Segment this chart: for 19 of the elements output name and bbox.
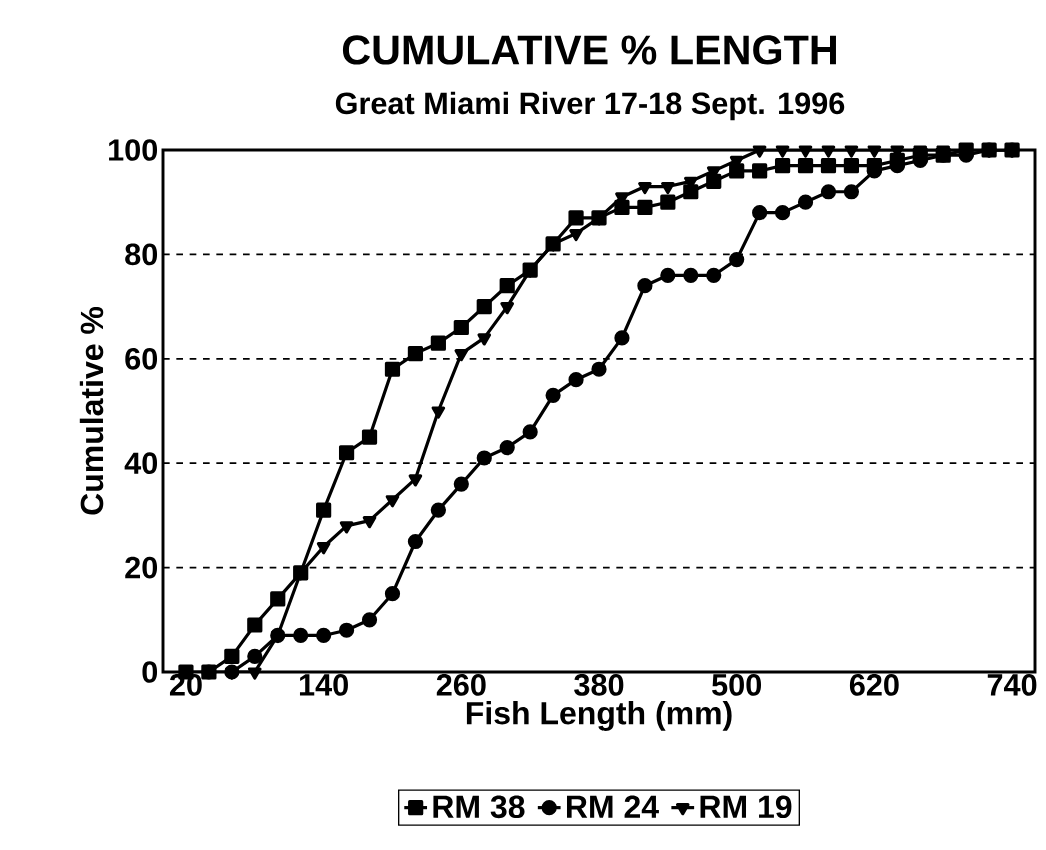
y-tick-label: 0 [142,661,158,683]
x-tick-label: 740 [987,674,1037,696]
y-tick-label: 80 [125,243,158,266]
y-tick-label: 60 [125,347,158,370]
y-tick-label: 40 [124,452,158,475]
legend-label: RM 38 [433,795,525,819]
x-tick-label: 500 [712,674,762,696]
y-axis-title: Cumulative % [79,306,104,515]
x-tick-label: 620 [849,674,899,696]
x-axis-title: Fish Length (mm) [466,700,732,731]
x-tick-label: 140 [299,674,348,696]
x-tick-label: 260 [436,674,486,696]
y-tick-label: 100 [109,139,158,161]
chart-title: CUMULATIVE % LENGTH [342,35,836,65]
legend-label: RM 24 [566,795,659,818]
chart-subtitle: Great Miami River 17-18 Sept. 1996 [335,91,845,121]
x-tick-label: 380 [574,674,624,696]
y-tick-label: 20 [125,556,158,579]
legend-label: RM 19 [700,795,792,819]
